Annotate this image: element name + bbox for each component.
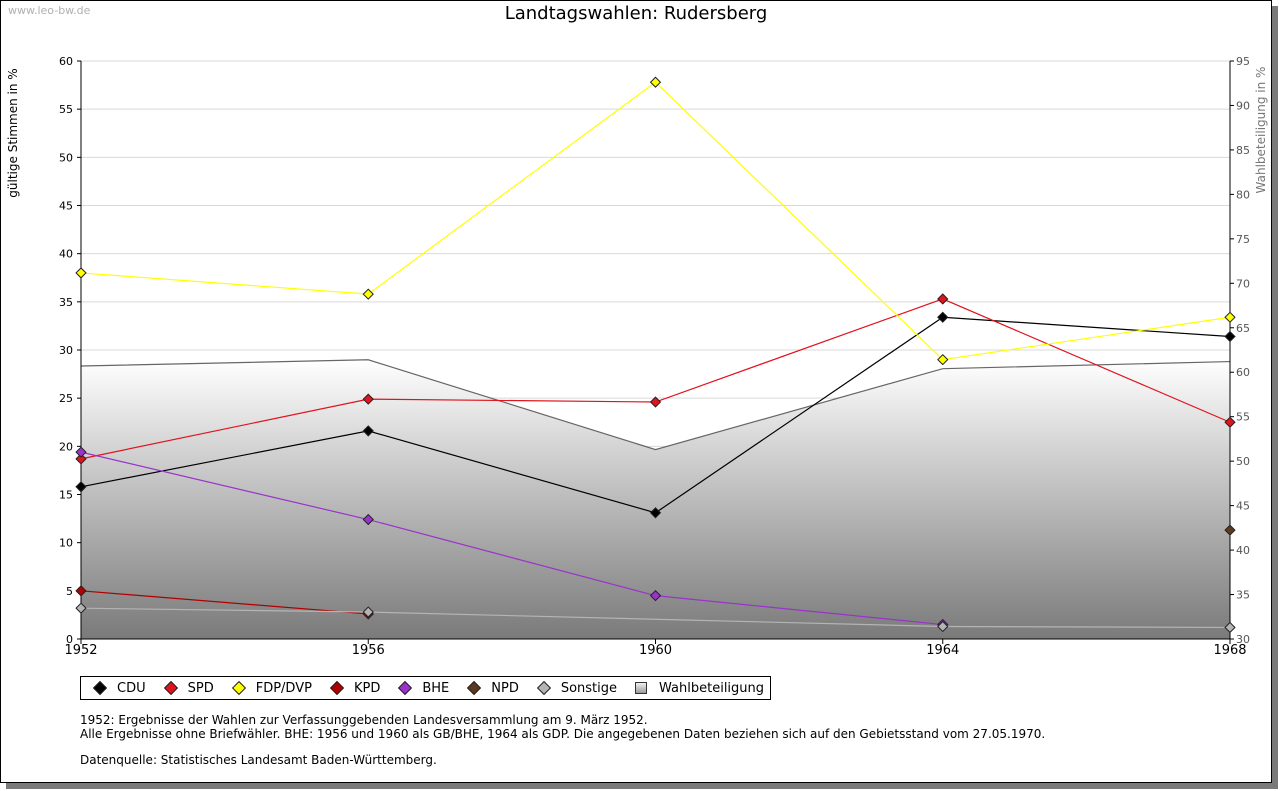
y-tick-label: 20 — [59, 440, 73, 453]
y-tick-label: 10 — [59, 537, 73, 550]
y2-tick-label: 90 — [1236, 99, 1250, 112]
y-tick-label: 30 — [59, 344, 73, 357]
y2-tick-label: 50 — [1236, 455, 1250, 468]
x-tick-label: 1952 — [64, 643, 97, 658]
series-line-sonstige — [80, 607, 1231, 629]
legend-label: SPD — [187, 680, 214, 696]
footnotes: 1952: Ergebnisse der Wahlen zur Verfassu… — [80, 713, 1045, 767]
watermark: www.leo-bw.de — [8, 4, 91, 17]
data-point-bhe — [362, 513, 374, 526]
x-tick-label: 1956 — [352, 643, 385, 658]
data-point-sonstige — [937, 620, 949, 633]
data-point-fdpdvp — [1224, 311, 1236, 323]
legend-label: FDP/DVP — [255, 680, 312, 696]
y2-tick-label: 55 — [1236, 411, 1250, 424]
data-point-kpd — [75, 585, 87, 597]
data-point-cdu — [75, 481, 87, 493]
chart-svg: 0 5 10 15 20 25 30 35 40 45 50 55 60 30 35 40 45 50 55 60 65… — [6, 55, 1268, 658]
y-tick-label: 15 — [59, 489, 73, 502]
y2-tick-label: 75 — [1236, 233, 1250, 246]
data-point-cdu — [937, 311, 949, 323]
data-point-cdu — [649, 507, 662, 519]
legend-item: KPD — [324, 681, 380, 696]
y-tick-label: 35 — [59, 296, 73, 309]
y-tick-label: 5 — [66, 585, 73, 598]
data-point-spd — [75, 453, 87, 465]
legend-item: Wahlbeteiligung — [629, 681, 764, 696]
data-point-spd — [1224, 416, 1236, 428]
y-tick-label: 60 — [59, 55, 73, 68]
legend-item: CDU — [87, 681, 146, 696]
series-line-kpd — [80, 590, 369, 615]
y-tick-label: 25 — [59, 392, 73, 405]
data-point-bhe — [75, 446, 87, 458]
legend-label: KPD — [353, 680, 381, 696]
note-line-2: Alle Ergebnisse ohne Briefwähler. BHE: 1… — [80, 727, 1046, 741]
legend-symbol — [531, 680, 557, 696]
data-point-cdu — [362, 425, 374, 437]
legend-item: FDP/DVP — [226, 681, 312, 696]
note-spacer — [80, 741, 1045, 753]
data-point-fdpdvp — [937, 353, 949, 366]
y2-tick-label: 85 — [1236, 144, 1250, 157]
y2-axis-title: Wahlbeteiligung in % — [1254, 67, 1268, 194]
legend-symbol — [461, 680, 487, 696]
legend-label: NPD — [491, 680, 519, 696]
legend-item: NPD — [461, 681, 519, 696]
data-point-spd — [362, 393, 374, 405]
x-tick-label: 1964 — [926, 643, 959, 658]
y-tick-label: 45 — [59, 200, 73, 213]
legend-item: SPD — [158, 681, 214, 696]
y-axis-title: gültige Stimmen in % — [6, 68, 20, 197]
legend-label: BHE — [422, 680, 450, 696]
data-point-fdpdvp — [362, 288, 374, 300]
legend-symbol — [226, 680, 252, 696]
y2-tick-label: 30 — [1236, 633, 1250, 646]
legend-symbol — [158, 680, 184, 696]
note-line-1: 1952: Ergebnisse der Wahlen zur Verfassu… — [80, 713, 648, 727]
y-tick-label: 40 — [59, 248, 73, 261]
legend-symbol — [629, 681, 655, 695]
legend-item: BHE — [392, 681, 449, 696]
data-point-sonstige — [75, 602, 87, 614]
legend-label: CDU — [117, 680, 146, 696]
y2-tick-label: 65 — [1236, 322, 1250, 335]
legend-symbol — [87, 680, 113, 696]
legend: CDU SPD FDP/DVP KPD BHE NPD Sonstige Wahlbeteil… — [80, 676, 772, 700]
y2-tick-label: 95 — [1236, 55, 1250, 68]
x-tick-label: 1960 — [639, 643, 672, 658]
y2-tick-label: 70 — [1236, 277, 1250, 290]
data-point-spd — [649, 396, 662, 408]
legend-symbol — [324, 680, 350, 696]
y2-tick-label: 80 — [1236, 188, 1250, 201]
y-tick-label: 0 — [66, 633, 73, 646]
x-tick-label: 1968 — [1213, 643, 1246, 658]
data-point-sonstige — [362, 606, 374, 618]
data-point-cdu — [1224, 330, 1236, 343]
series-line-bhe — [80, 451, 943, 626]
y2-tick-label: 40 — [1236, 544, 1250, 557]
data-point-sonstige — [1224, 621, 1236, 634]
chart-title: Landtagswahlen: Rudersberg — [504, 3, 768, 24]
y2-tick-label: 45 — [1236, 500, 1250, 513]
y-tick-label: 50 — [59, 151, 73, 164]
data-point-fdpdvp — [649, 76, 662, 88]
legend-label: Sonstige — [560, 680, 618, 696]
data-point-fdpdvp — [75, 267, 87, 279]
series-line-fdpdvp — [80, 81, 1231, 361]
data-point-spd — [937, 293, 949, 305]
data-point-bhe — [649, 589, 662, 602]
y-tick-label: 55 — [59, 103, 73, 116]
turnout-line — [80, 359, 1231, 451]
legend-item: Sonstige — [531, 681, 617, 696]
y2-tick-label: 60 — [1236, 366, 1250, 379]
legend-symbol — [392, 680, 418, 696]
note-source: Datenquelle: Statistisches Landesamt Bad… — [80, 753, 437, 767]
y2-tick-label: 35 — [1236, 589, 1250, 602]
legend-label: Wahlbeteiligung — [659, 680, 765, 696]
data-point-npd — [1224, 524, 1236, 536]
